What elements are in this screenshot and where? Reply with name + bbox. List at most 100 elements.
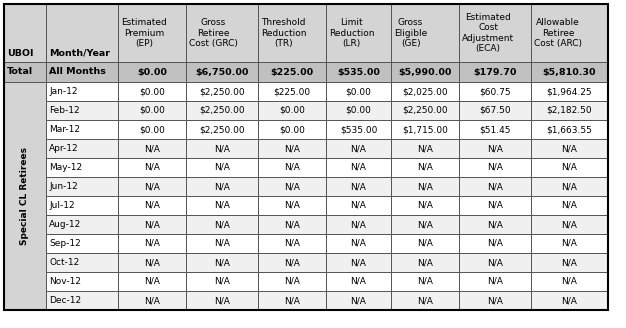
Text: N/A: N/A <box>351 239 366 248</box>
Bar <box>258 215 326 234</box>
Bar <box>186 291 258 310</box>
Text: N/A: N/A <box>144 220 160 229</box>
Text: N/A: N/A <box>417 220 433 229</box>
Text: N/A: N/A <box>487 220 503 229</box>
Text: N/A: N/A <box>487 277 503 286</box>
Bar <box>258 272 326 291</box>
Bar <box>326 291 391 310</box>
Bar <box>326 177 391 196</box>
Text: $1,715.00: $1,715.00 <box>402 125 448 134</box>
Bar <box>258 62 326 82</box>
Bar <box>4 4 46 62</box>
Text: N/A: N/A <box>214 258 230 267</box>
Text: N/A: N/A <box>562 163 577 172</box>
Text: $2,250.00: $2,250.00 <box>402 106 448 115</box>
Text: Special CL Retirees: Special CL Retirees <box>21 147 29 245</box>
Bar <box>531 158 608 177</box>
Bar <box>186 177 258 196</box>
Bar <box>531 272 608 291</box>
Bar <box>459 177 531 196</box>
Bar <box>4 62 46 82</box>
Text: $0.00: $0.00 <box>139 125 165 134</box>
Text: N/A: N/A <box>417 239 433 248</box>
Bar <box>391 139 459 158</box>
Bar <box>459 82 531 101</box>
Bar <box>46 62 118 82</box>
Bar <box>118 101 186 120</box>
Bar <box>391 234 459 253</box>
Text: $2,250.00: $2,250.00 <box>199 125 245 134</box>
Text: $0.00: $0.00 <box>346 87 371 96</box>
Bar <box>459 291 531 310</box>
Bar <box>46 177 118 196</box>
Bar <box>258 253 326 272</box>
Text: Allowable
Retiree
Cost (ARC): Allowable Retiree Cost (ARC) <box>534 18 582 48</box>
Bar <box>531 177 608 196</box>
Text: $0.00: $0.00 <box>139 106 165 115</box>
Bar <box>326 234 391 253</box>
Text: N/A: N/A <box>351 296 366 305</box>
Text: $2,182.50: $2,182.50 <box>546 106 592 115</box>
Text: Oct-12: Oct-12 <box>49 258 80 267</box>
Bar <box>531 139 608 158</box>
Text: N/A: N/A <box>214 296 230 305</box>
Bar <box>391 291 459 310</box>
Text: All Months: All Months <box>49 68 106 76</box>
Bar <box>118 139 186 158</box>
Bar <box>326 215 391 234</box>
Text: N/A: N/A <box>284 220 300 229</box>
Text: Month/Year: Month/Year <box>49 49 110 58</box>
Text: N/A: N/A <box>562 144 577 153</box>
Text: N/A: N/A <box>351 144 366 153</box>
Bar <box>391 120 459 139</box>
Text: N/A: N/A <box>351 182 366 191</box>
Text: N/A: N/A <box>487 239 503 248</box>
Text: $60.75: $60.75 <box>479 87 511 96</box>
Text: $2,250.00: $2,250.00 <box>199 106 245 115</box>
Bar <box>459 101 531 120</box>
Bar <box>46 253 118 272</box>
Text: N/A: N/A <box>284 239 300 248</box>
Bar <box>531 196 608 215</box>
Bar <box>118 177 186 196</box>
Bar <box>258 291 326 310</box>
Bar <box>186 158 258 177</box>
Bar <box>391 215 459 234</box>
Text: N/A: N/A <box>351 220 366 229</box>
Bar <box>118 234 186 253</box>
Text: Aug-12: Aug-12 <box>49 220 81 229</box>
Bar <box>186 215 258 234</box>
Text: $0.00: $0.00 <box>139 87 165 96</box>
Text: N/A: N/A <box>214 239 230 248</box>
Text: N/A: N/A <box>417 182 433 191</box>
Bar <box>391 4 459 62</box>
Text: $0.00: $0.00 <box>346 106 371 115</box>
Text: N/A: N/A <box>144 258 160 267</box>
Text: N/A: N/A <box>562 277 577 286</box>
Bar <box>118 82 186 101</box>
Bar <box>186 272 258 291</box>
Text: N/A: N/A <box>214 144 230 153</box>
Bar <box>258 139 326 158</box>
Text: N/A: N/A <box>562 182 577 191</box>
Bar <box>531 234 608 253</box>
Bar <box>186 234 258 253</box>
Bar <box>258 177 326 196</box>
Text: N/A: N/A <box>284 163 300 172</box>
Bar <box>46 139 118 158</box>
Text: N/A: N/A <box>214 163 230 172</box>
Bar <box>459 4 531 62</box>
Text: $535.00: $535.00 <box>337 68 380 76</box>
Bar <box>326 120 391 139</box>
Bar <box>326 272 391 291</box>
Bar <box>258 234 326 253</box>
Bar <box>391 101 459 120</box>
Text: N/A: N/A <box>284 258 300 267</box>
Text: $0.00: $0.00 <box>279 106 305 115</box>
Bar <box>118 291 186 310</box>
Text: $0.00: $0.00 <box>279 125 305 134</box>
Text: $0.00: $0.00 <box>137 68 167 76</box>
Bar <box>118 120 186 139</box>
Bar <box>326 253 391 272</box>
Text: Gross
Retiree
Cost (GRC): Gross Retiree Cost (GRC) <box>189 18 238 48</box>
